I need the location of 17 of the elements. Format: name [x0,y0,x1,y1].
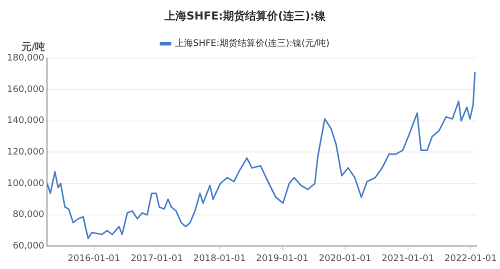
y-tick-label: 120,000 [7,148,44,158]
y-axis-title: 元/吨 [20,40,46,53]
y-tick-label: 180,000 [7,54,44,64]
y-tick-label: 140,000 [7,116,44,126]
x-tick-label: 2019-01-01 [256,254,308,264]
x-tick-label: 2020-01-01 [318,254,372,264]
y-tick-label: 60,000 [12,242,44,252]
y-tick-label: 100,000 [7,178,44,189]
x-tick-label: 2017-01-01 [130,254,184,264]
x-tick-label: 2016-01-01 [68,254,120,264]
y-tick-label: 160,000 [7,84,44,95]
legend-label: 上海SHFE:期货结算价(连三):镍(元/吨) [175,38,330,50]
x-tick-label: 2021-01-01 [382,254,434,264]
x-tick-label: 2022-01-01 [444,254,497,264]
chart-title: 上海SHFE:期货结算价(连三):镍 [163,9,326,22]
x-tick-label: 2018-01-01 [193,254,246,264]
y-tick-label: 80,000 [12,210,44,220]
